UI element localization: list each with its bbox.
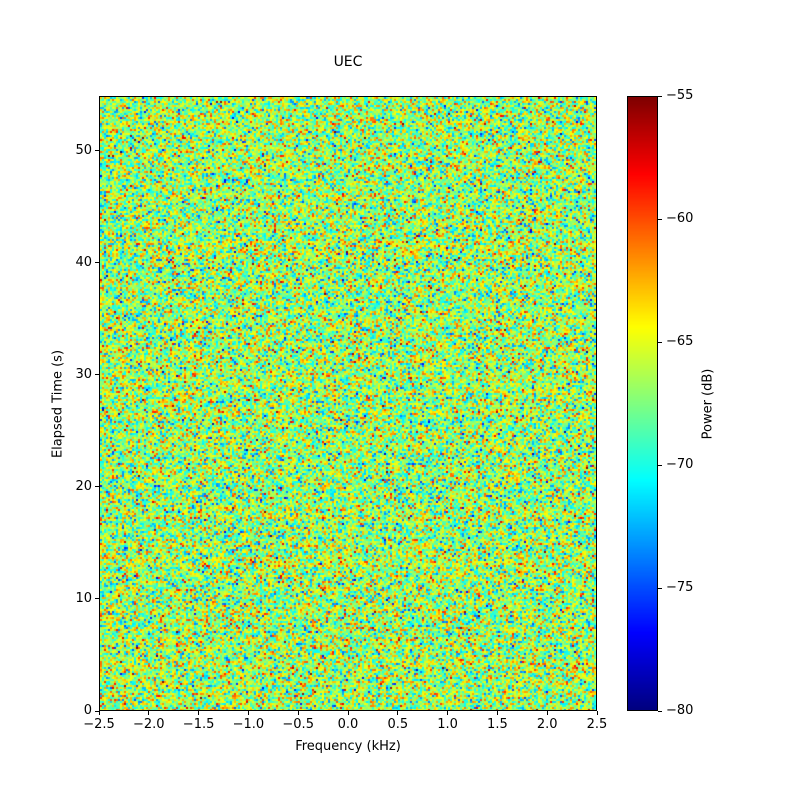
colorbar	[627, 96, 658, 711]
x-tick-label: 0.0	[337, 717, 359, 732]
x-tick-label: 1.5	[487, 717, 508, 732]
colorbar-tick-label: −70	[666, 457, 694, 472]
x-tick-mark	[148, 711, 150, 715]
y-tick-label: 30	[75, 366, 92, 382]
colorbar-tick-mark	[658, 95, 662, 97]
colorbar-tick-label: −65	[666, 334, 694, 349]
x-tick-label: 2.5	[586, 717, 608, 732]
y-tick-mark	[95, 710, 99, 712]
y-tick-label: 40	[75, 254, 92, 270]
x-axis-label: Frequency (kHz)	[295, 739, 401, 754]
x-tick-mark	[297, 711, 299, 715]
colorbar-tick-label: −60	[666, 211, 694, 226]
colorbar-tick-label: −75	[666, 580, 694, 595]
chart-title: UEC	[333, 54, 363, 70]
x-tick-mark	[496, 711, 498, 715]
colorbar-tick-mark	[658, 341, 662, 343]
x-tick-mark	[247, 711, 249, 715]
x-tick-label: −1.0	[232, 717, 265, 732]
x-tick-label: −0.5	[282, 717, 314, 732]
y-tick-mark	[95, 262, 99, 264]
x-tick-label: −2.0	[133, 717, 165, 732]
colorbar-tick-mark	[658, 587, 662, 589]
y-tick-mark	[95, 598, 99, 600]
y-tick-label: 0	[83, 703, 92, 718]
x-tick-mark	[596, 711, 598, 715]
x-tick-mark	[198, 711, 200, 715]
colorbar-tick-mark	[658, 464, 662, 466]
x-tick-label: 0.5	[387, 717, 409, 732]
colorbar-tick-label: −55	[666, 88, 694, 103]
y-tick-label: 10	[75, 590, 92, 606]
x-tick-label: 2.0	[536, 717, 558, 732]
x-tick-mark	[347, 711, 349, 715]
x-tick-label: −2.5	[83, 717, 115, 732]
x-tick-label: −1.5	[182, 717, 215, 732]
colorbar-tick-mark	[658, 710, 662, 712]
colorbar-gradient-canvas	[628, 97, 657, 710]
y-tick-mark	[95, 150, 99, 152]
y-tick-label: 50	[75, 142, 92, 158]
colorbar-tick-mark	[658, 218, 662, 220]
spectrogram-canvas	[100, 97, 596, 710]
y-tick-mark	[95, 486, 99, 488]
x-tick-mark	[447, 711, 449, 715]
y-tick-label: 20	[75, 478, 92, 494]
x-tick-mark	[98, 711, 100, 715]
x-tick-mark	[546, 711, 548, 715]
y-axis-label: Elapsed Time (s)	[50, 349, 66, 459]
heatmap-plot-area	[99, 96, 597, 711]
x-tick-mark	[397, 711, 399, 715]
x-tick-label: 1.0	[437, 717, 458, 732]
y-tick-mark	[95, 374, 99, 376]
colorbar-label: Power (dB)	[700, 368, 716, 440]
colorbar-tick-label: −80	[666, 703, 694, 718]
